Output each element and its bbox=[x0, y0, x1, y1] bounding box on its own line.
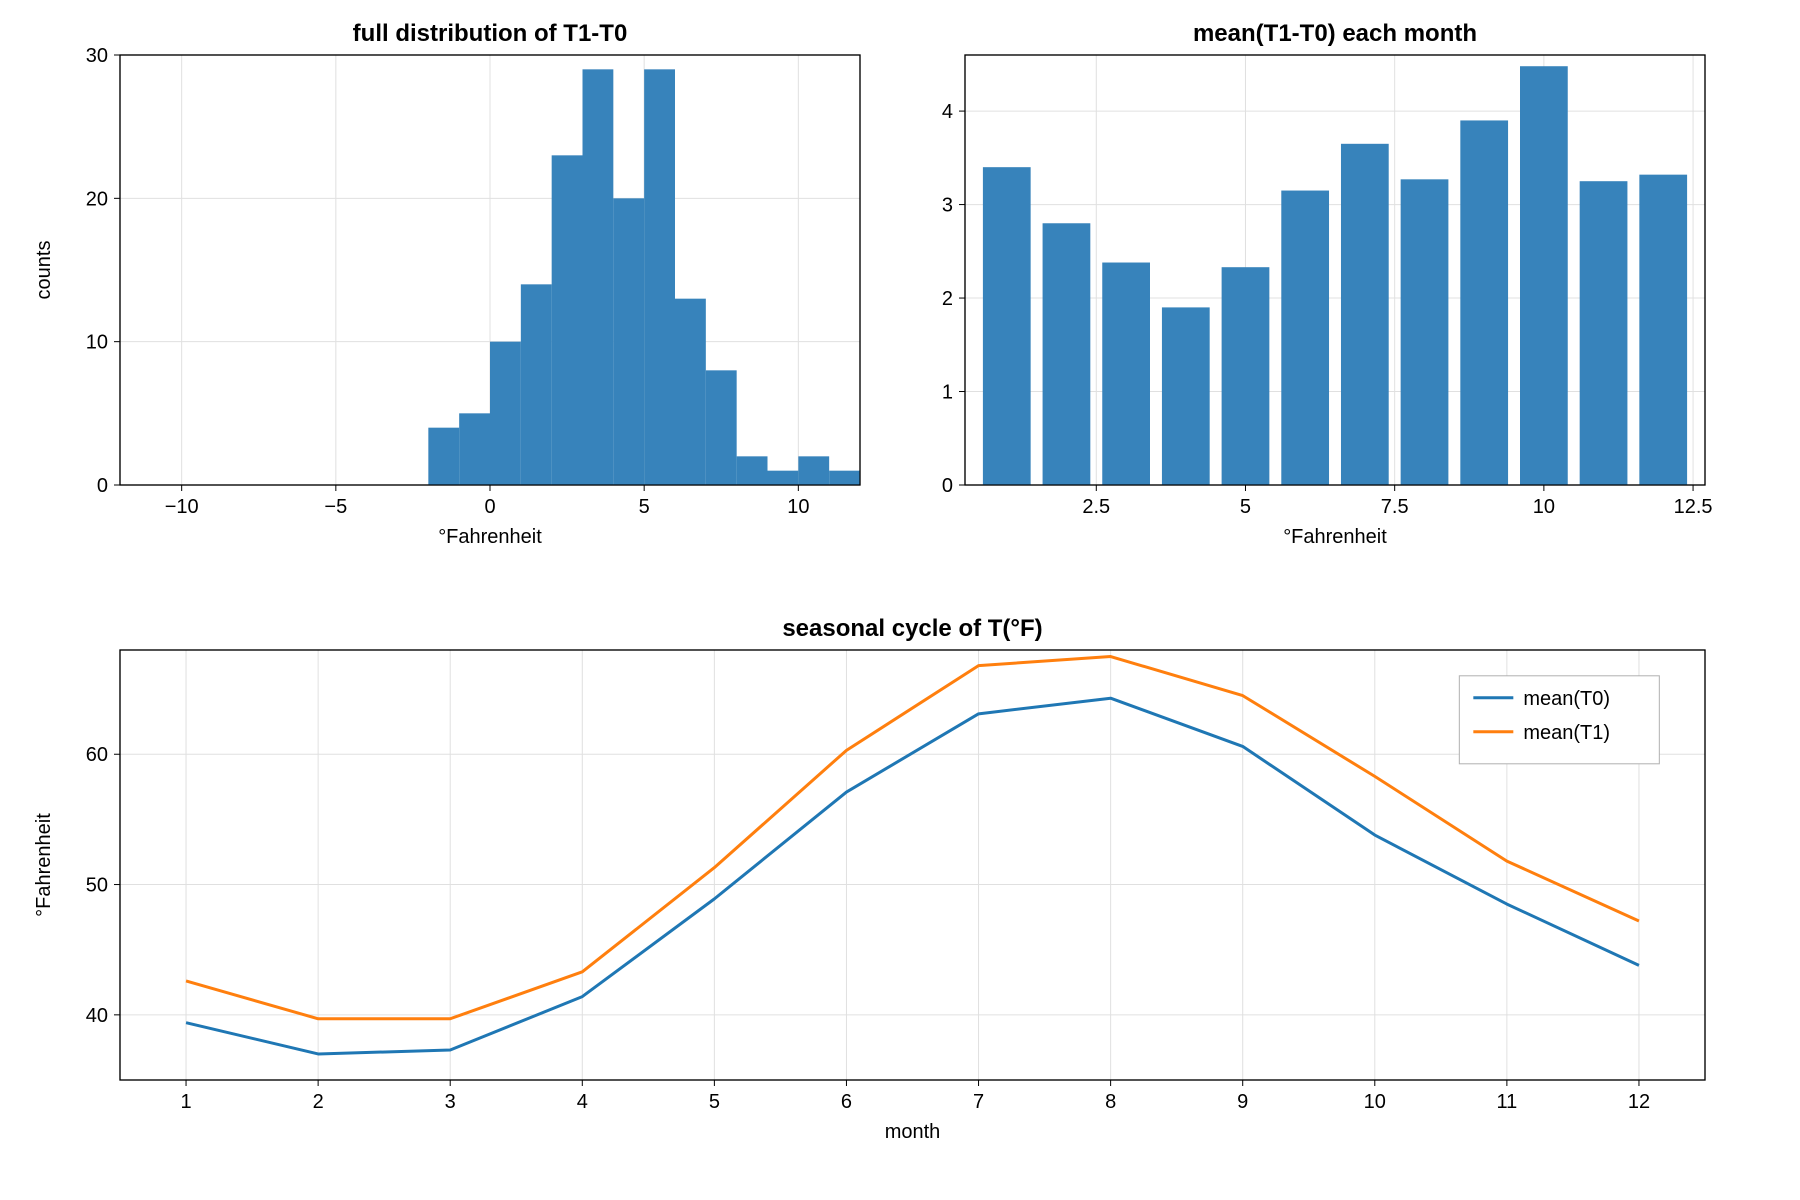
monthly-bar bbox=[1102, 263, 1150, 485]
monthly-title: mean(T1-T0) each month bbox=[1193, 20, 1477, 47]
ytick-label: 60 bbox=[86, 744, 108, 766]
hist-ylabel: counts bbox=[33, 241, 55, 300]
figure-root: −10−505100102030full distribution of T1-… bbox=[0, 0, 1800, 1200]
hist-bar bbox=[768, 471, 799, 485]
hist-bar bbox=[583, 69, 614, 485]
hist-bar bbox=[706, 370, 737, 485]
xtick-label: 2 bbox=[313, 1091, 324, 1113]
ytick-label: 1 bbox=[942, 382, 953, 404]
ytick-label: 20 bbox=[86, 188, 108, 210]
monthly-bar bbox=[1043, 223, 1091, 485]
xtick-label: 5 bbox=[639, 496, 650, 518]
monthly-bar bbox=[1580, 181, 1628, 485]
xtick-label: 9 bbox=[1237, 1091, 1248, 1113]
monthly-bar bbox=[1281, 191, 1329, 485]
seasonal-ylabel: °Fahrenheit bbox=[33, 813, 55, 917]
xtick-label: 10 bbox=[787, 496, 809, 518]
ytick-label: 30 bbox=[86, 45, 108, 67]
monthly-bar bbox=[1401, 179, 1449, 485]
hist-bar bbox=[613, 198, 644, 485]
hist-bar bbox=[644, 69, 675, 485]
xtick-label: 0 bbox=[484, 496, 495, 518]
xtick-label: 4 bbox=[577, 1091, 588, 1113]
hist-bar bbox=[798, 456, 829, 485]
xtick-label: 2.5 bbox=[1082, 496, 1110, 518]
hist-bar bbox=[490, 342, 521, 485]
ytick-label: 2 bbox=[942, 288, 953, 310]
xtick-label: 3 bbox=[445, 1091, 456, 1113]
legend: mean(T0) mean(T1) bbox=[1459, 676, 1659, 764]
ytick-label: 50 bbox=[86, 875, 108, 897]
monthly-bar bbox=[1222, 267, 1270, 485]
monthly-xlabel: °Fahrenheit bbox=[1283, 526, 1387, 548]
ytick-label: 0 bbox=[942, 475, 953, 497]
hist-bar bbox=[459, 413, 490, 485]
legend-label: mean(T1) bbox=[1523, 722, 1610, 744]
seasonal-title: seasonal cycle of T(°F) bbox=[782, 615, 1042, 642]
xtick-label: 12 bbox=[1628, 1091, 1650, 1113]
legend-label: mean(T0) bbox=[1523, 688, 1610, 710]
seasonal-xlabel: month bbox=[885, 1121, 941, 1143]
xtick-label: 10 bbox=[1533, 496, 1555, 518]
hist-bar bbox=[428, 428, 459, 485]
ytick-label: 40 bbox=[86, 1005, 108, 1027]
xtick-label: 8 bbox=[1105, 1091, 1116, 1113]
hist-bar bbox=[829, 471, 860, 485]
hist-bar bbox=[737, 456, 768, 485]
xtick-label: 7.5 bbox=[1381, 496, 1409, 518]
xtick-label: −10 bbox=[165, 496, 199, 518]
monthly-bar bbox=[1460, 120, 1508, 485]
xtick-label: 5 bbox=[1240, 496, 1251, 518]
hist-bar bbox=[521, 284, 552, 485]
hist-bar bbox=[675, 299, 706, 485]
ytick-label: 0 bbox=[97, 475, 108, 497]
xtick-label: −5 bbox=[324, 496, 347, 518]
monthly-bar bbox=[983, 167, 1031, 485]
hist-xlabel: °Fahrenheit bbox=[438, 526, 542, 548]
monthly-bar bbox=[1639, 175, 1687, 485]
monthly-bar bbox=[1341, 144, 1389, 485]
monthly-bar bbox=[1520, 66, 1568, 485]
xtick-label: 7 bbox=[973, 1091, 984, 1113]
monthly-bar bbox=[1162, 307, 1210, 485]
xtick-label: 1 bbox=[180, 1091, 191, 1113]
ytick-label: 10 bbox=[86, 332, 108, 354]
xtick-label: 12.5 bbox=[1674, 496, 1713, 518]
xtick-label: 5 bbox=[709, 1091, 720, 1113]
ytick-label: 3 bbox=[942, 195, 953, 217]
xtick-label: 11 bbox=[1496, 1091, 1517, 1113]
xtick-label: 10 bbox=[1364, 1091, 1386, 1113]
ytick-label: 4 bbox=[942, 101, 953, 123]
hist-bar bbox=[552, 155, 583, 485]
xtick-label: 6 bbox=[841, 1091, 852, 1113]
hist-title: full distribution of T1-T0 bbox=[353, 20, 628, 47]
